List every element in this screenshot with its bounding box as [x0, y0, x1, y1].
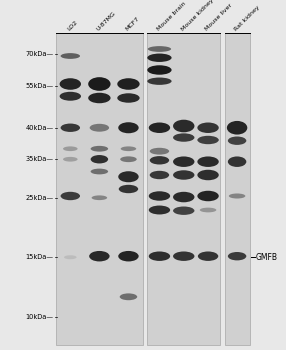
Ellipse shape: [91, 169, 108, 174]
Text: GMFB: GMFB: [256, 253, 278, 262]
Ellipse shape: [227, 121, 247, 134]
Ellipse shape: [149, 191, 170, 201]
Text: 25kDa—: 25kDa—: [25, 195, 53, 201]
Ellipse shape: [63, 146, 78, 151]
Ellipse shape: [88, 77, 111, 91]
Ellipse shape: [64, 255, 77, 259]
Ellipse shape: [173, 120, 194, 132]
Text: LO2: LO2: [67, 20, 79, 32]
Ellipse shape: [148, 46, 171, 52]
Ellipse shape: [121, 146, 136, 151]
Ellipse shape: [118, 122, 139, 133]
Ellipse shape: [147, 77, 172, 85]
Ellipse shape: [91, 146, 108, 152]
Ellipse shape: [147, 54, 172, 62]
Text: Mouse liver: Mouse liver: [204, 3, 234, 32]
Ellipse shape: [90, 124, 109, 132]
Ellipse shape: [88, 93, 111, 103]
Bar: [56, 33, 143, 345]
Ellipse shape: [91, 155, 108, 163]
Bar: [147, 33, 220, 345]
Ellipse shape: [197, 156, 219, 167]
Ellipse shape: [228, 136, 246, 145]
Ellipse shape: [149, 122, 170, 133]
Ellipse shape: [200, 208, 216, 212]
Ellipse shape: [63, 157, 78, 162]
Text: 15kDa—: 15kDa—: [25, 254, 53, 260]
Ellipse shape: [173, 170, 194, 180]
Text: Mouse brain: Mouse brain: [156, 1, 187, 32]
Ellipse shape: [173, 206, 194, 215]
Ellipse shape: [120, 293, 137, 300]
Ellipse shape: [173, 192, 194, 202]
Ellipse shape: [149, 251, 170, 261]
Ellipse shape: [173, 156, 194, 167]
Ellipse shape: [197, 170, 219, 180]
Ellipse shape: [61, 53, 80, 59]
Ellipse shape: [229, 194, 245, 198]
Ellipse shape: [150, 148, 169, 155]
Ellipse shape: [173, 251, 194, 261]
Text: 10kDa—: 10kDa—: [25, 314, 53, 320]
Ellipse shape: [228, 156, 246, 167]
Ellipse shape: [197, 191, 219, 201]
Ellipse shape: [61, 192, 80, 200]
Ellipse shape: [149, 205, 170, 215]
Ellipse shape: [118, 251, 139, 261]
Text: 55kDa—: 55kDa—: [25, 83, 53, 89]
Ellipse shape: [117, 78, 140, 90]
Ellipse shape: [118, 171, 139, 182]
Ellipse shape: [89, 251, 110, 261]
Ellipse shape: [150, 171, 169, 179]
Text: U-87MG: U-87MG: [96, 11, 117, 32]
Text: Rat kidney: Rat kidney: [234, 5, 261, 32]
Ellipse shape: [120, 156, 137, 162]
Text: 35kDa—: 35kDa—: [25, 156, 53, 162]
Ellipse shape: [197, 136, 219, 144]
Text: 40kDa—: 40kDa—: [25, 125, 53, 131]
Ellipse shape: [92, 195, 107, 200]
Ellipse shape: [173, 133, 194, 142]
Ellipse shape: [198, 251, 218, 261]
Ellipse shape: [119, 185, 138, 193]
Bar: [225, 33, 250, 345]
Ellipse shape: [117, 93, 140, 103]
Ellipse shape: [59, 78, 81, 90]
Ellipse shape: [147, 65, 172, 75]
Ellipse shape: [61, 124, 80, 132]
Ellipse shape: [228, 252, 246, 260]
Text: Mouse kidney: Mouse kidney: [180, 0, 214, 32]
Text: MCF7: MCF7: [125, 16, 141, 32]
Ellipse shape: [59, 92, 81, 101]
Ellipse shape: [150, 156, 169, 164]
Ellipse shape: [197, 122, 219, 133]
Text: 70kDa—: 70kDa—: [25, 51, 53, 57]
